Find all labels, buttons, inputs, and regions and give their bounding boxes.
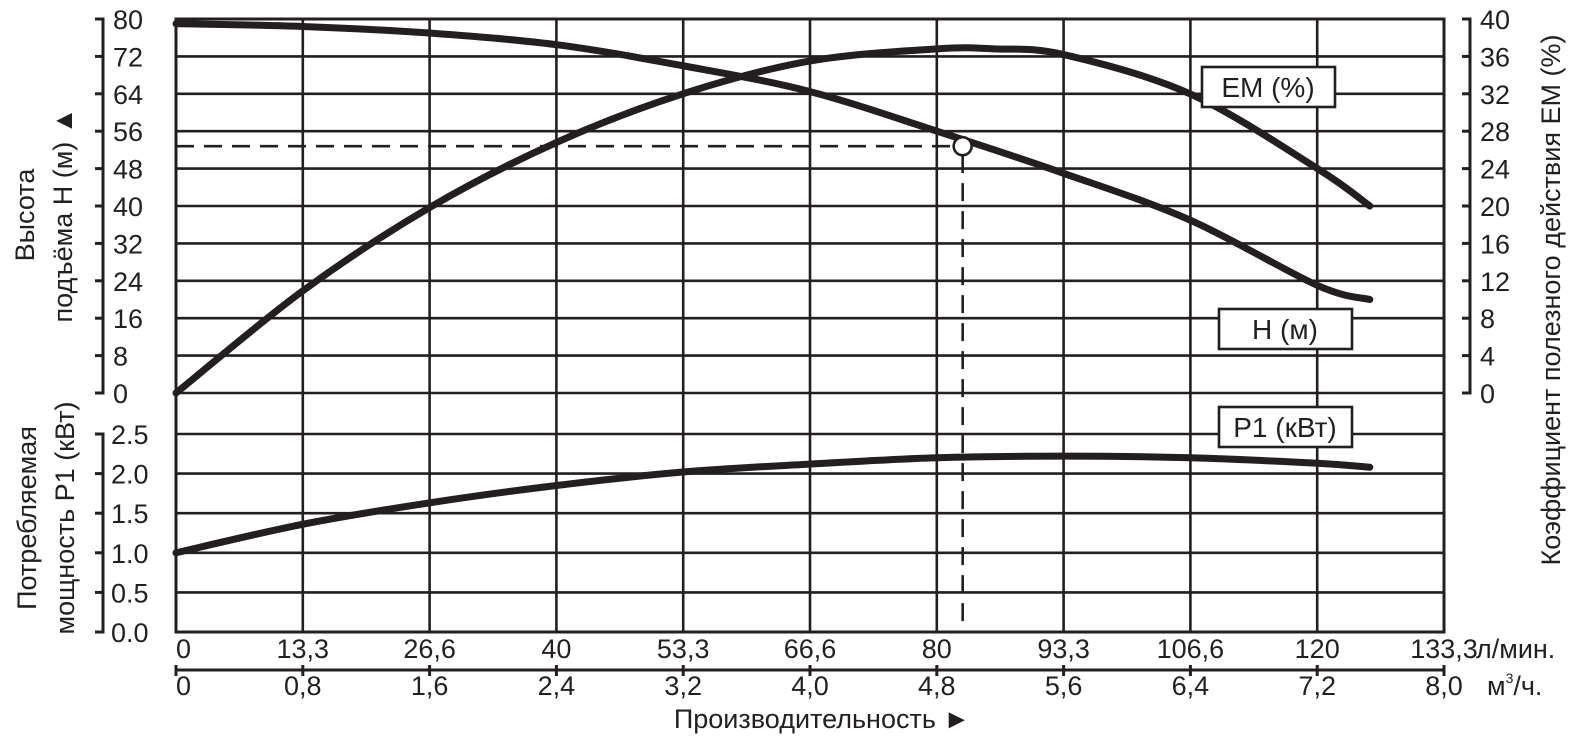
efficiency-tick-label: 28 bbox=[1480, 117, 1510, 147]
lpm-tick-label: 53,3 bbox=[657, 634, 710, 664]
m3h-tick-label: 3,2 bbox=[664, 671, 702, 701]
m3h-tick-label: 6,4 bbox=[1172, 671, 1210, 701]
efficiency-tick-label: 32 bbox=[1480, 80, 1510, 110]
lpm-tick-label: 26,6 bbox=[403, 634, 456, 664]
legend-p1: P1 (кВт) bbox=[1217, 405, 1354, 449]
lpm-tick-label: 40 bbox=[541, 634, 571, 664]
lpm-tick-label: 106,6 bbox=[1157, 634, 1225, 664]
power-tick-label: 1.5 bbox=[111, 499, 149, 529]
head-tick-label: 40 bbox=[113, 192, 143, 222]
efficiency-tick-label: 40 bbox=[1480, 5, 1510, 35]
power-tick-label: 0.5 bbox=[111, 578, 149, 608]
lpm-tick-label: 66,6 bbox=[784, 634, 837, 664]
head-tick-label: 0 bbox=[113, 379, 128, 409]
head-tick-label: 16 bbox=[113, 304, 143, 334]
grid-lines bbox=[176, 17, 1444, 634]
power-tick-label: 2.0 bbox=[111, 460, 149, 490]
left-axis-power-bracket bbox=[95, 432, 105, 634]
left-axis-power-ticks: 2.5 2.0 1.5 1.0 0.5 0.0 bbox=[95, 420, 149, 648]
head-tick-label: 24 bbox=[113, 267, 143, 297]
x-axis-title: Производительность ► bbox=[674, 704, 970, 734]
m3h-tick-label: 2,4 bbox=[538, 671, 576, 701]
lpm-tick-label: 0 bbox=[176, 634, 191, 664]
lpm-tick-label: 80 bbox=[922, 634, 952, 664]
power-axis-title-line1: Потребляемая bbox=[12, 426, 42, 610]
x-axis-lpm-unit: л/мин. bbox=[1476, 634, 1555, 664]
lpm-tick-label: 13,3 bbox=[277, 634, 330, 664]
efficiency-tick-label: 0 bbox=[1480, 379, 1495, 409]
operating-point-marker bbox=[952, 135, 973, 157]
x-axis-lpm-ticks: 0 13,3 26,6 40 53,3 66,6 80 93,3 106,6 120 133,3 bbox=[176, 634, 1478, 664]
m3h-tick-label: 8,0 bbox=[1425, 671, 1463, 701]
efficiency-tick-label: 36 bbox=[1480, 42, 1510, 72]
x-axis-tick-marks bbox=[174, 665, 1446, 676]
power-curve bbox=[172, 452, 1374, 557]
legend-em-label: EM (%) bbox=[1221, 72, 1314, 103]
head-tick-label: 80 bbox=[113, 5, 143, 35]
efficiency-tick-label: 20 bbox=[1480, 192, 1510, 222]
x-axis-m3h-unit: м3/ч. bbox=[1487, 670, 1542, 701]
head-curve bbox=[172, 20, 1374, 303]
legend-h: H (м) bbox=[1217, 307, 1354, 351]
efficiency-tick-label: 12 bbox=[1480, 267, 1510, 297]
head-axis-title-line2: подъёма H (м) ▲ bbox=[48, 108, 78, 323]
power-tick-label: 0.0 bbox=[111, 618, 149, 648]
head-tick-label: 64 bbox=[113, 80, 143, 110]
head-tick-label: 48 bbox=[113, 155, 143, 185]
head-tick-label: 8 bbox=[113, 342, 128, 372]
efficiency-tick-label: 16 bbox=[1480, 229, 1510, 259]
legend-h-label: H (м) bbox=[1252, 314, 1318, 345]
lpm-tick-label: 93,3 bbox=[1037, 634, 1090, 664]
power-axis-title-line2: мощность P1 (кВт) bbox=[50, 402, 80, 635]
power-tick-label: 1.0 bbox=[111, 539, 149, 569]
m3h-tick-label: 0,8 bbox=[284, 671, 322, 701]
efficiency-axis-title: Коэффициент полезного действия EM (%) bbox=[1536, 35, 1566, 566]
x-axis-m3h-ticks: 0 0,8 1,6 2,4 3,2 4,0 4,8 5,6 6,4 7,2 8,0 bbox=[176, 671, 1463, 701]
efficiency-tick-label: 24 bbox=[1480, 155, 1510, 185]
m3h-tick-label: 1,6 bbox=[411, 671, 449, 701]
m3h-tick-label: 7,2 bbox=[1298, 671, 1336, 701]
efficiency-tick-label: 4 bbox=[1480, 342, 1495, 372]
power-tick-label: 2.5 bbox=[111, 420, 149, 450]
lpm-tick-label: 133,3 bbox=[1410, 634, 1478, 664]
m3h-tick-label: 4,8 bbox=[918, 671, 956, 701]
head-tick-label: 32 bbox=[113, 229, 143, 259]
efficiency-tick-label: 8 bbox=[1480, 304, 1495, 334]
m3h-tick-label: 4,0 bbox=[791, 671, 829, 701]
legend-p1-label: P1 (кВт) bbox=[1233, 412, 1337, 443]
efficiency-curve bbox=[172, 44, 1374, 397]
legend-em: EM (%) bbox=[1200, 65, 1337, 109]
m3h-tick-label: 5,6 bbox=[1045, 671, 1083, 701]
head-axis-title-line1: Высота bbox=[10, 168, 40, 262]
m3h-tick-label: 0 bbox=[176, 671, 191, 701]
lpm-tick-label: 120 bbox=[1295, 634, 1340, 664]
head-tick-label: 56 bbox=[113, 117, 143, 147]
head-tick-label: 72 bbox=[113, 42, 143, 72]
plot-frame bbox=[174, 17, 1446, 634]
